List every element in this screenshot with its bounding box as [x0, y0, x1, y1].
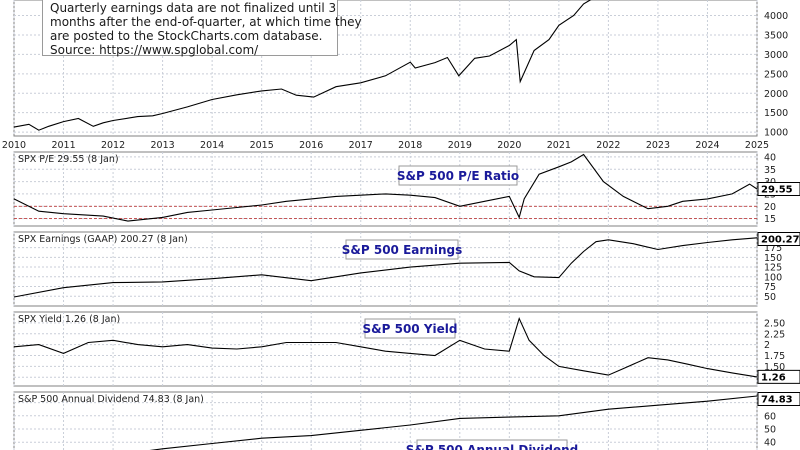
y-tick-label: 125: [764, 263, 782, 274]
panel-title-box: [345, 239, 459, 260]
x-tick-label: 2015: [250, 140, 274, 151]
x-tick-label: 2010: [2, 140, 26, 151]
y-tick-label: 40: [764, 438, 776, 449]
panel-frame: [13, 391, 758, 450]
x-tick-label: 2017: [349, 140, 373, 151]
y-tick-label: 4000: [764, 11, 788, 22]
panel-title-box: [398, 165, 518, 186]
y-tick-label: 3000: [764, 50, 788, 61]
y-tick-label: 1000: [764, 128, 788, 139]
last-value-label: 1.26: [761, 372, 786, 383]
last-value-badge: [757, 392, 800, 406]
last-value-label: 200.27: [761, 235, 800, 246]
panel-frame: [13, 151, 758, 227]
note-line-3: are posted to the StockCharts.com databa…: [50, 29, 323, 43]
panel-title: S&P 500 Annual Dividend: [406, 443, 578, 450]
y-tick-label: 35: [764, 165, 776, 176]
y-tick-label: 40: [764, 152, 776, 163]
y-tick-label: 2.25: [764, 329, 785, 340]
panel-legend: SPX Yield 1.26 (8 Jan): [18, 314, 120, 325]
last-value-label: 29.55: [761, 185, 793, 196]
y-tick-label: 1500: [764, 108, 788, 119]
series-line: [149, 395, 758, 450]
x-tick-label: 2019: [448, 140, 472, 151]
x-tick-label: 2023: [646, 140, 670, 151]
series-line: [13, 153, 758, 222]
panel-title: S&P 500 Yield: [363, 322, 458, 336]
y-tick-label: 100: [764, 272, 782, 283]
y-tick-label: 75: [764, 282, 776, 293]
y-tick-label: 3500: [764, 30, 788, 41]
y-tick-label: 150: [764, 253, 782, 264]
panel-legend: S&P 500 Annual Dividend 74.83 (8 Jan): [18, 394, 204, 405]
y-tick-label: 15: [764, 214, 776, 225]
y-tick-label: 20: [764, 202, 776, 213]
y-tick-label: 175: [764, 243, 782, 254]
data-note: Quarterly earnings data are not finalize…: [42, 0, 362, 57]
y-tick-label: 2.50: [764, 318, 785, 329]
x-tick-label: 2018: [398, 140, 422, 151]
panel-title-box: [364, 318, 456, 339]
x-tick-label: 2012: [101, 140, 125, 151]
note-line-4: Source: https://www.spglobal.com/: [50, 43, 259, 57]
series-line: [13, 0, 592, 131]
y-tick-label: 50: [764, 424, 776, 435]
y-tick-label: 60: [764, 411, 776, 422]
last-value-badge: [757, 232, 800, 246]
series-line: [13, 237, 758, 298]
y-tick-label: 2: [764, 340, 770, 351]
y-tick-label: 50: [764, 292, 776, 303]
panel-legend: SPX P/E 29.55 (8 Jan): [18, 154, 119, 165]
x-tick-label: 2016: [299, 140, 323, 151]
y-tick-label: 1.50: [764, 362, 785, 373]
panel-title: S&P 500 P/E Ratio: [397, 169, 519, 183]
x-tick-label: 2011: [51, 140, 75, 151]
x-tick-label: 2025: [745, 140, 769, 151]
last-value-badge: [757, 369, 800, 384]
x-tick-label: 2021: [547, 140, 571, 151]
x-tick-label: 2013: [151, 140, 175, 151]
y-tick-label: 1.75: [764, 351, 785, 362]
y-tick-label: 2500: [764, 69, 788, 80]
panel-title: S&P 500 Earnings: [342, 243, 462, 257]
note-line-1: Quarterly earnings data are not finalize…: [50, 1, 337, 15]
note-line-2: months after the end-of-quarter, at whic…: [50, 15, 362, 29]
y-tick-label: 2000: [764, 89, 788, 100]
last-value-label: 74.83: [761, 395, 793, 406]
series-line: [13, 316, 758, 378]
x-tick-label: 2020: [497, 140, 521, 151]
x-tick-label: 2022: [596, 140, 620, 151]
x-tick-label: 2024: [695, 140, 719, 151]
panel-legend: SPX Earnings (GAAP) 200.27 (8 Jan): [18, 234, 188, 245]
x-tick-label: 2014: [200, 140, 224, 151]
last-value-badge: [757, 182, 800, 196]
